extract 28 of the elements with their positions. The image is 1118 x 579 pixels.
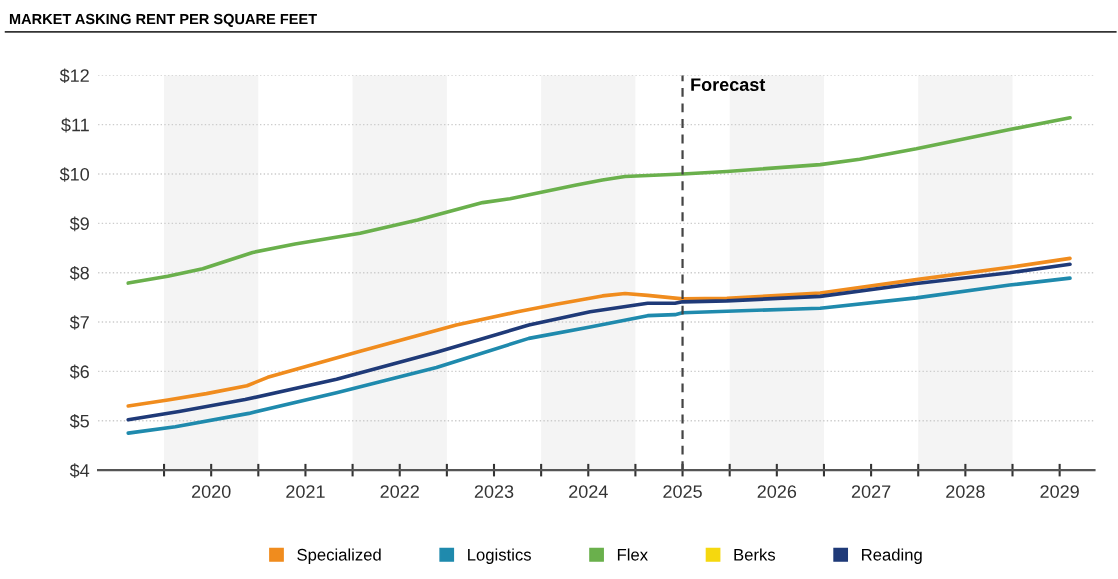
x-tick-label: 2024	[569, 485, 608, 498]
legend-label: Specialized	[297, 548, 381, 564]
x-tick-label: 2022	[380, 485, 419, 498]
x-tick-label: 2021	[286, 485, 325, 498]
legend-label: Logistics	[468, 548, 531, 564]
legend-label: Flex	[617, 548, 648, 561]
y-tick-label: $11	[61, 117, 89, 133]
y-tick-label: $9	[69, 216, 89, 232]
x-tick-label: 2026	[757, 485, 797, 498]
x-tick-label: 2025	[663, 485, 702, 498]
y-tick-label: $4	[69, 463, 90, 478]
x-tick-label: 2023	[474, 485, 514, 498]
legend-label: Reading	[862, 548, 922, 564]
line-series	[126, 276, 1072, 435]
y-tick-label: $7	[69, 315, 89, 330]
legend-label: Berks	[734, 548, 776, 561]
x-tick-label: 2029	[1040, 485, 1079, 498]
line-series	[126, 115, 1072, 285]
y-tick-label: $8	[69, 265, 89, 281]
y-tick-label: $6	[69, 364, 89, 380]
y-tick-label: $10	[59, 167, 90, 182]
x-tick-label: 2028	[946, 485, 985, 498]
y-tick-label: $5	[69, 413, 89, 429]
x-tick-label: 2027	[851, 485, 891, 498]
y-tick-label: $12	[59, 68, 89, 84]
x-tick-label: 2020	[192, 485, 231, 498]
ref-line-label: Forecast	[691, 78, 766, 91]
chart-title: MARKET ASKING RENT PER SQUARE FEET	[9, 13, 317, 27]
